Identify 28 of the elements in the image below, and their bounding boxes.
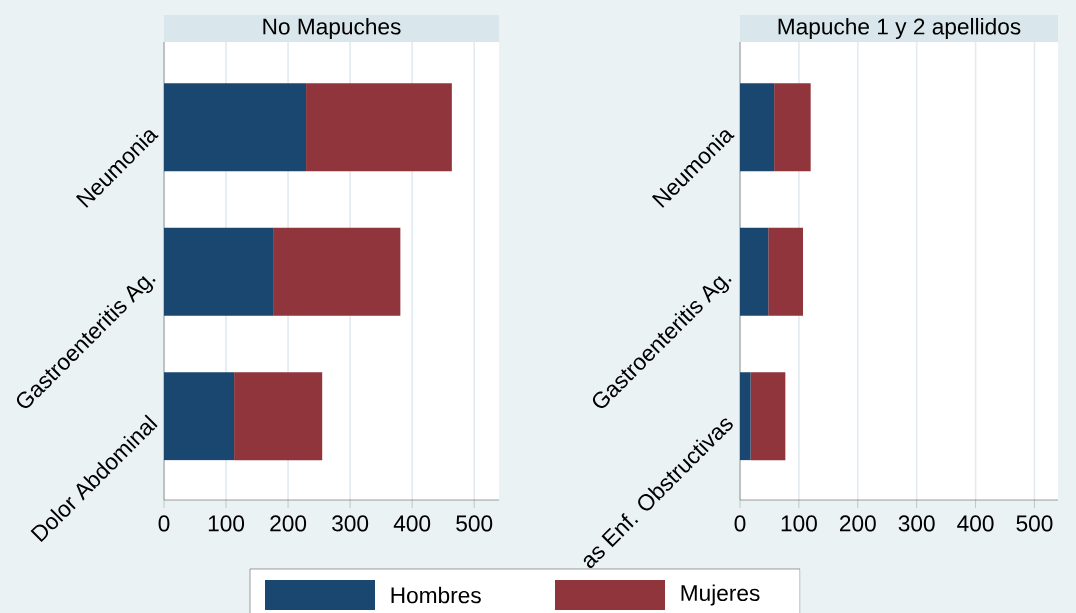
- bar: [234, 372, 323, 461]
- chart-title: No Mapuches: [263, 17, 401, 40]
- bar: [774, 83, 811, 172]
- bar: [164, 83, 307, 172]
- x-tick-label: 300: [332, 515, 369, 532]
- bar: [273, 227, 401, 316]
- x-tick-label: 500: [1016, 515, 1053, 532]
- x-tick-label: 200: [840, 515, 876, 532]
- bar: [306, 83, 452, 172]
- x-tick-label: 100: [208, 515, 245, 532]
- bar: [740, 372, 751, 461]
- bar: [768, 227, 804, 316]
- bar: [164, 227, 274, 316]
- x-tick-label: 200: [270, 515, 307, 532]
- x-tick-label: 0: [734, 515, 746, 532]
- chart-title: Mapuche 1 y 2 apellidos: [778, 17, 1021, 40]
- bar: [740, 83, 775, 172]
- bar: [750, 372, 786, 461]
- legend-label: Hombres: [391, 586, 481, 604]
- x-tick-label: 0: [158, 515, 170, 532]
- x-tick-label: 400: [393, 515, 431, 532]
- legend-label: Mujeres: [681, 584, 760, 606]
- bar: [740, 227, 769, 316]
- x-tick-label: 300: [898, 515, 935, 532]
- x-tick-label: 400: [957, 515, 994, 532]
- x-tick-label: 500: [456, 515, 493, 532]
- bar: [164, 372, 235, 461]
- x-tick-label: 100: [781, 515, 817, 532]
